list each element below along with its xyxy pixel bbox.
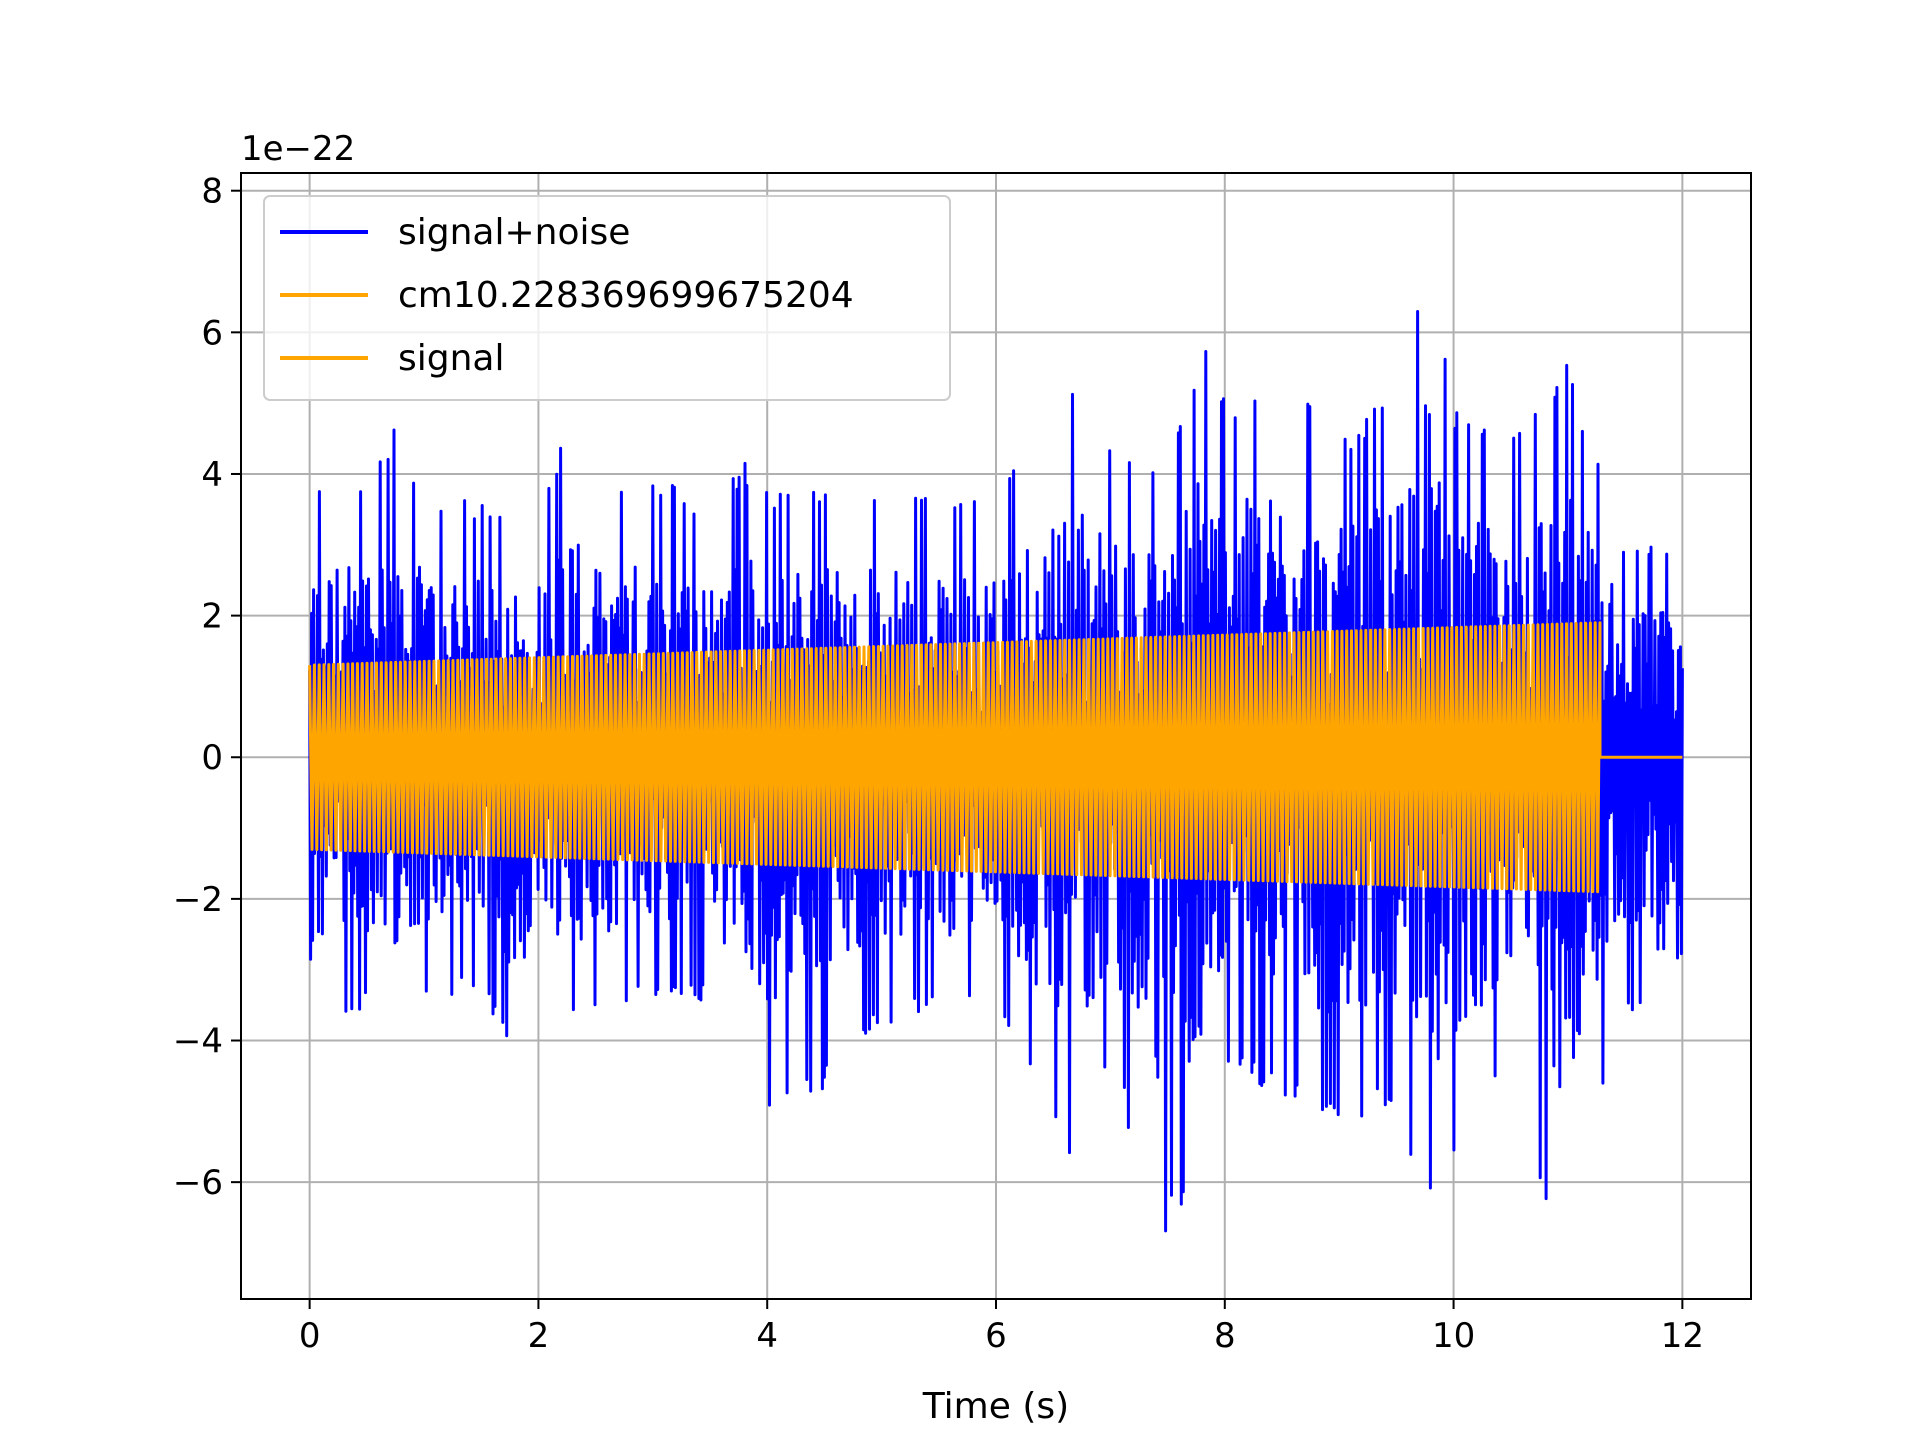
x-tick-label: 4 (756, 1316, 778, 1356)
legend: signal+noise cm10.228369699675204 signal (263, 195, 951, 401)
y-offset-label: 1e−22 (241, 129, 355, 169)
legend-box (263, 195, 951, 401)
x-tick-label: 2 (528, 1316, 550, 1356)
series-layer (308, 310, 1684, 1233)
x-tick-label: 6 (985, 1316, 1007, 1356)
x-tick-label: 8 (1214, 1316, 1236, 1356)
y-tick-label: 2 (201, 597, 223, 637)
y-tick-label: 4 (201, 455, 223, 495)
y-tick-label: 8 (201, 172, 223, 212)
series-signal (308, 621, 1683, 894)
x-tick-label: 0 (299, 1316, 321, 1356)
x-axis: 0 2 4 6 8 10 12 (299, 1299, 1704, 1356)
legend-label: signal (398, 338, 505, 379)
y-tick-label: 0 (201, 738, 223, 778)
legend-label: signal+noise (398, 212, 630, 253)
x-tick-label: 12 (1661, 1316, 1704, 1356)
x-axis-label: Time (s) (922, 1386, 1069, 1427)
y-tick-label: 6 (201, 313, 223, 353)
y-tick-label: −4 (173, 1022, 223, 1062)
y-tick-label: −2 (173, 880, 223, 920)
y-axis: −6 −4 −2 0 2 4 6 8 (173, 172, 241, 1203)
x-tick-label: 10 (1432, 1316, 1475, 1356)
y-tick-label: −6 (173, 1163, 223, 1203)
legend-label: cm10.228369699675204 (398, 275, 854, 316)
